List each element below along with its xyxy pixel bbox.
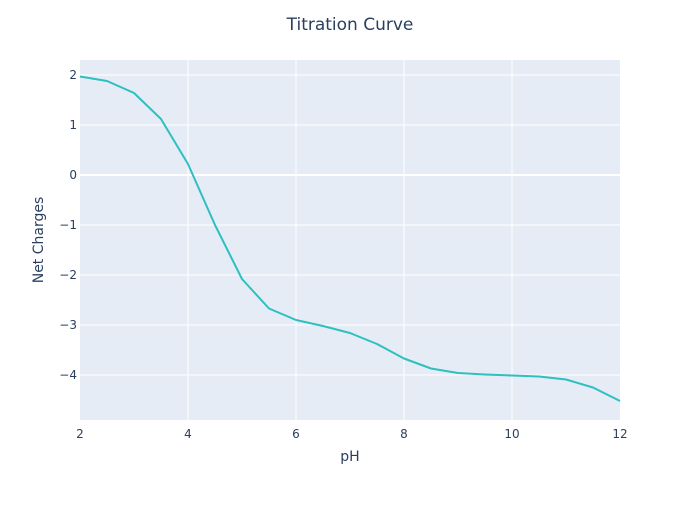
y-tick-label: −3 — [59, 318, 77, 332]
x-tick-label: 10 — [504, 427, 519, 441]
y-tick-label: 0 — [69, 168, 77, 182]
x-tick-labels: 2 4 6 8 10 12 — [76, 427, 627, 441]
x-tick-label: 2 — [76, 427, 84, 441]
series-line — [79, 75, 621, 402]
x-gridlines — [187, 60, 513, 420]
y-tick-label: 2 — [69, 68, 77, 82]
y-tick-label: −4 — [59, 368, 77, 382]
y-tick-label: 1 — [69, 118, 77, 132]
y-tick-label: −2 — [59, 268, 77, 282]
x-tick-label: 8 — [400, 427, 408, 441]
x-tick-label: 12 — [612, 427, 627, 441]
y-tick-labels: 2 1 0 −1 −2 −3 −4 — [59, 68, 77, 382]
y-axis-title: Net Charges — [31, 197, 47, 284]
y-tick-label: −1 — [59, 218, 77, 232]
y-gridlines — [80, 74, 620, 376]
plot-background — [80, 60, 620, 420]
x-axis-title: pH — [340, 449, 359, 465]
chart-title: Titration Curve — [286, 15, 414, 35]
x-tick-label: 6 — [292, 427, 300, 441]
series-layer — [79, 75, 621, 402]
x-tick-label: 4 — [184, 427, 192, 441]
